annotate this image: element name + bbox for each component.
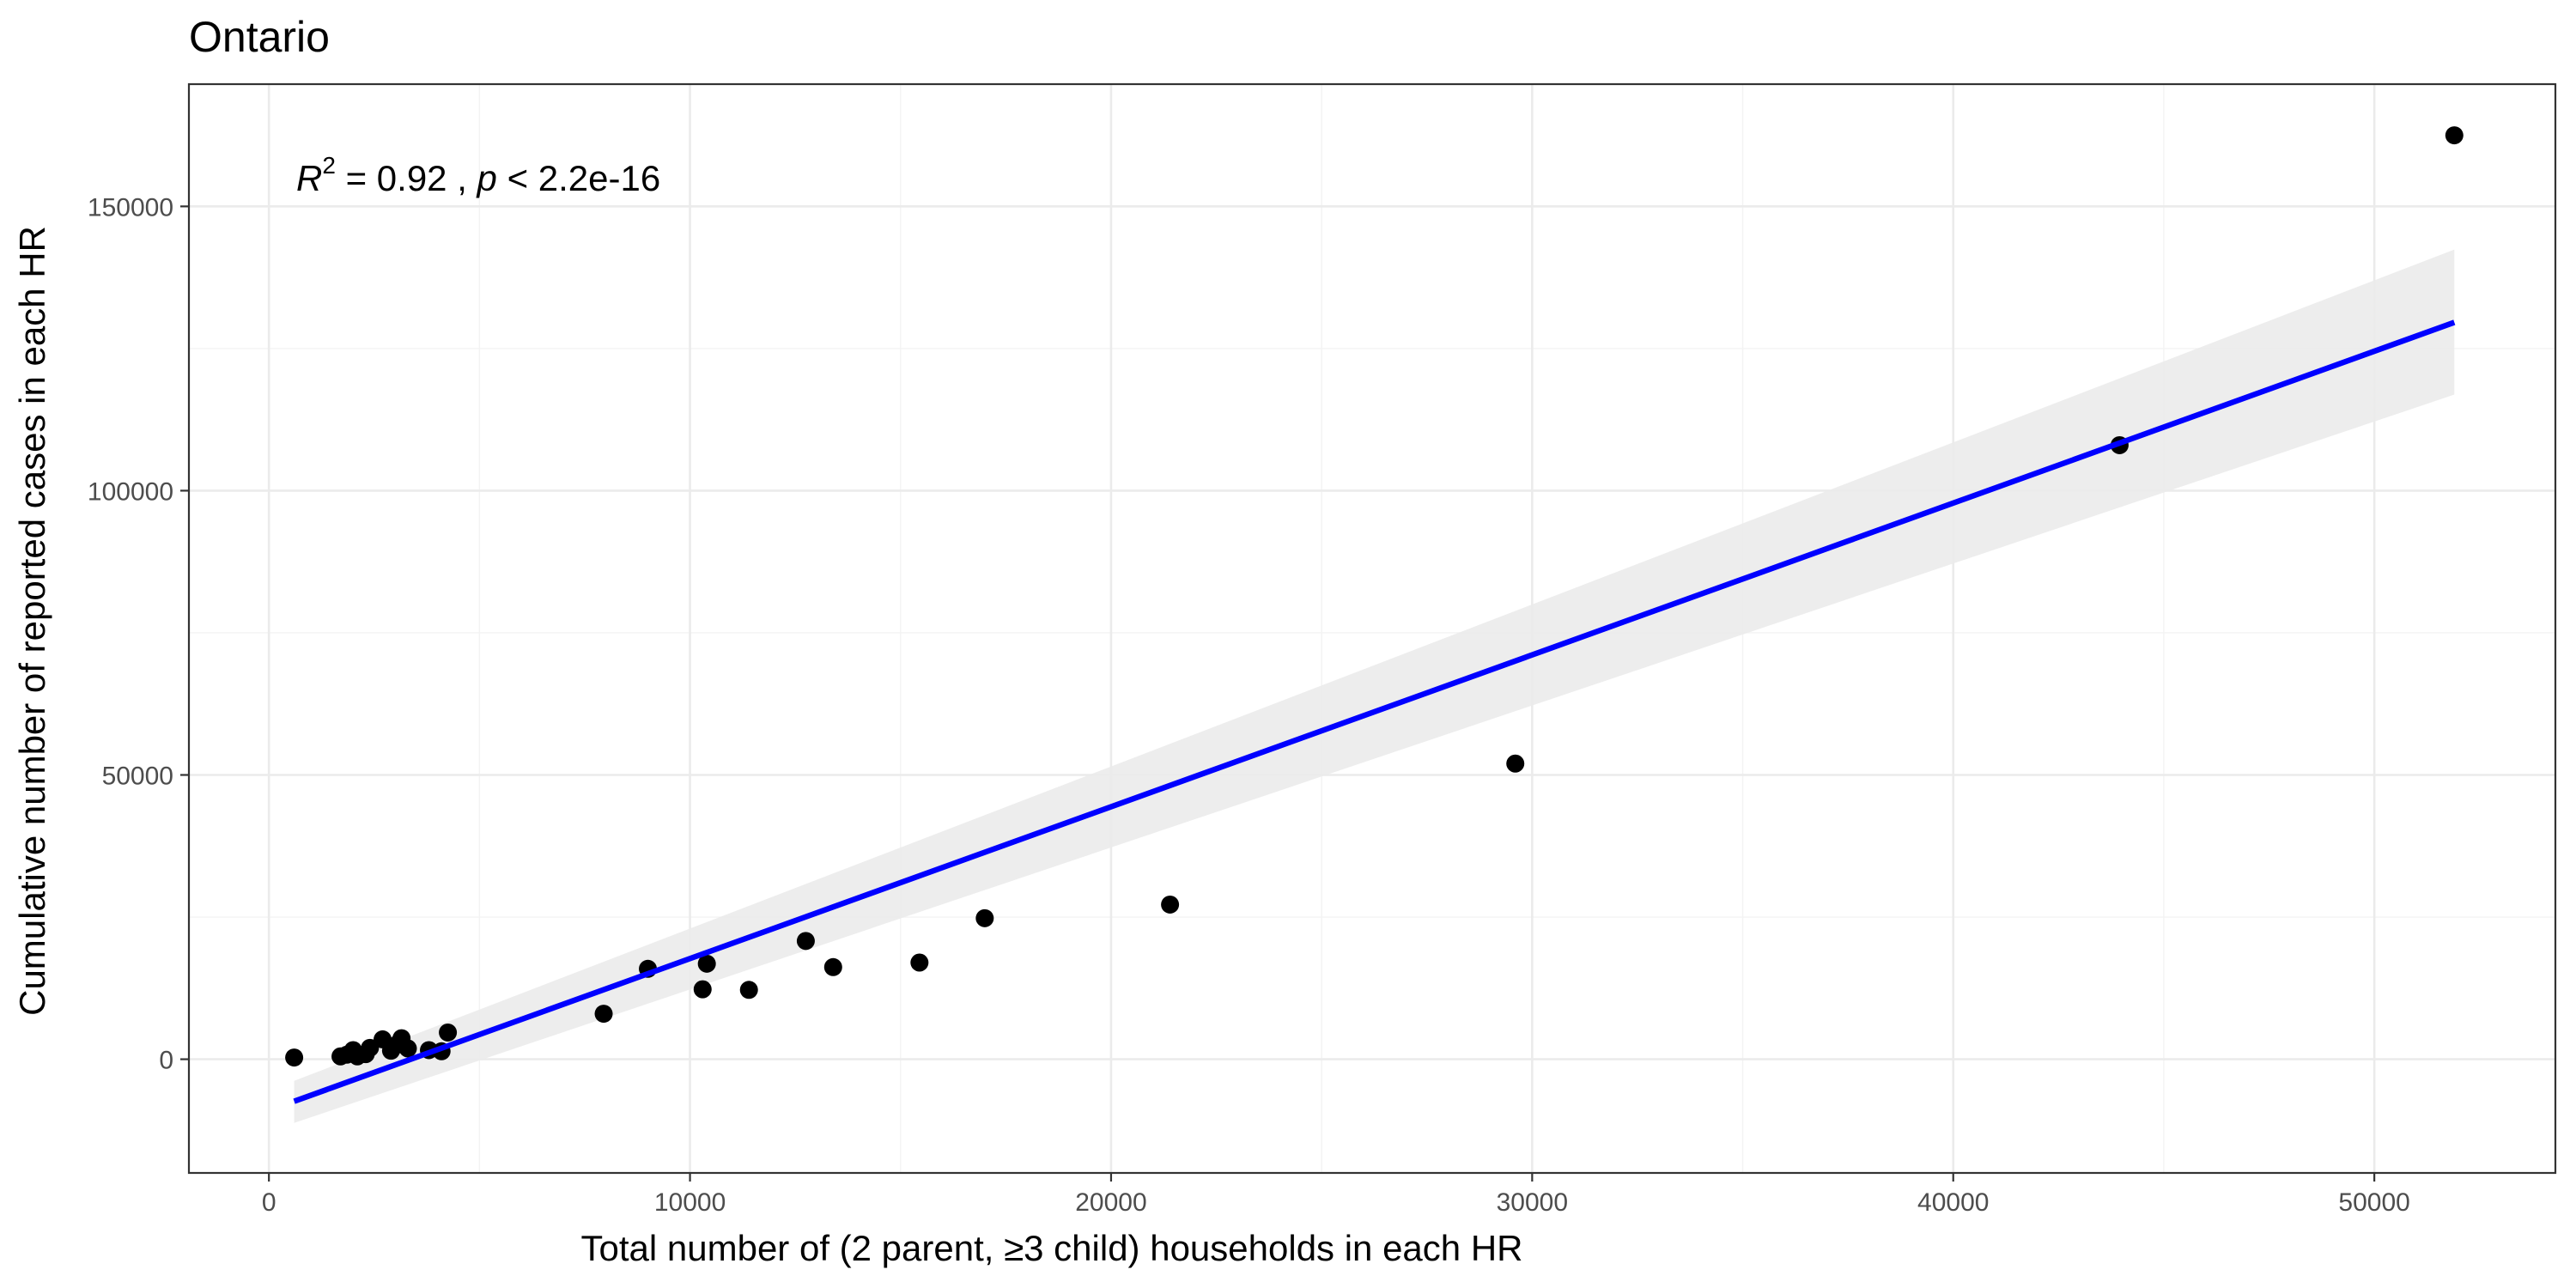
data-point — [796, 932, 815, 951]
y-axis-ticks: 0 50000 100000 150000 — [88, 193, 189, 1075]
data-point — [1506, 754, 1525, 773]
chart-title: Ontario — [189, 13, 330, 61]
r-symbol: R — [296, 158, 322, 198]
x-tick-label: 50000 — [2338, 1188, 2409, 1217]
data-point — [398, 1039, 417, 1058]
panel-border — [187, 82, 2557, 1175]
x-axis-label: Total number of (2 parent, ≥3 child) hou… — [581, 1228, 1523, 1268]
y-tick-label: 50000 — [102, 762, 173, 791]
regression-line — [293, 319, 2456, 1104]
stat-annotation: R2 = 0.92 , p < 2.2e-16 — [296, 152, 660, 198]
x-tick-label: 40000 — [1917, 1188, 1989, 1217]
data-point — [1161, 895, 1180, 914]
confidence-band-area — [294, 249, 2455, 1123]
x-tick-label: 30000 — [1497, 1188, 1568, 1217]
y-tick-label: 100000 — [88, 477, 173, 506]
data-point — [693, 980, 712, 999]
grid-major — [189, 84, 2555, 1173]
x-tick-label: 10000 — [654, 1188, 726, 1217]
data-point — [823, 957, 842, 976]
y-tick-label: 0 — [159, 1047, 173, 1075]
data-point — [285, 1048, 304, 1067]
data-points — [285, 126, 2464, 1067]
p-symbol: p — [476, 158, 497, 198]
y-tick-label: 150000 — [88, 193, 173, 222]
regression-fit-line — [293, 319, 2456, 1104]
data-point — [739, 981, 758, 999]
p-value: < 2.2e-16 — [497, 158, 660, 198]
confidence-band — [294, 249, 2455, 1123]
data-point — [910, 953, 929, 972]
data-point — [2445, 126, 2464, 145]
data-point — [975, 908, 994, 927]
grid-minor — [189, 84, 2555, 1173]
data-point — [361, 1038, 380, 1057]
data-point — [594, 1005, 613, 1024]
x-axis-ticks: 0 10000 20000 30000 40000 50000 — [262, 1173, 2410, 1217]
x-tick-label: 0 — [262, 1188, 276, 1217]
y-axis-label: Cumulative number of reported cases in e… — [12, 226, 52, 1016]
r-superscript: 2 — [322, 152, 336, 179]
data-point — [697, 954, 716, 973]
r-value: = 0.92 , — [336, 158, 477, 198]
x-tick-label: 20000 — [1075, 1188, 1146, 1217]
data-point — [439, 1023, 458, 1042]
